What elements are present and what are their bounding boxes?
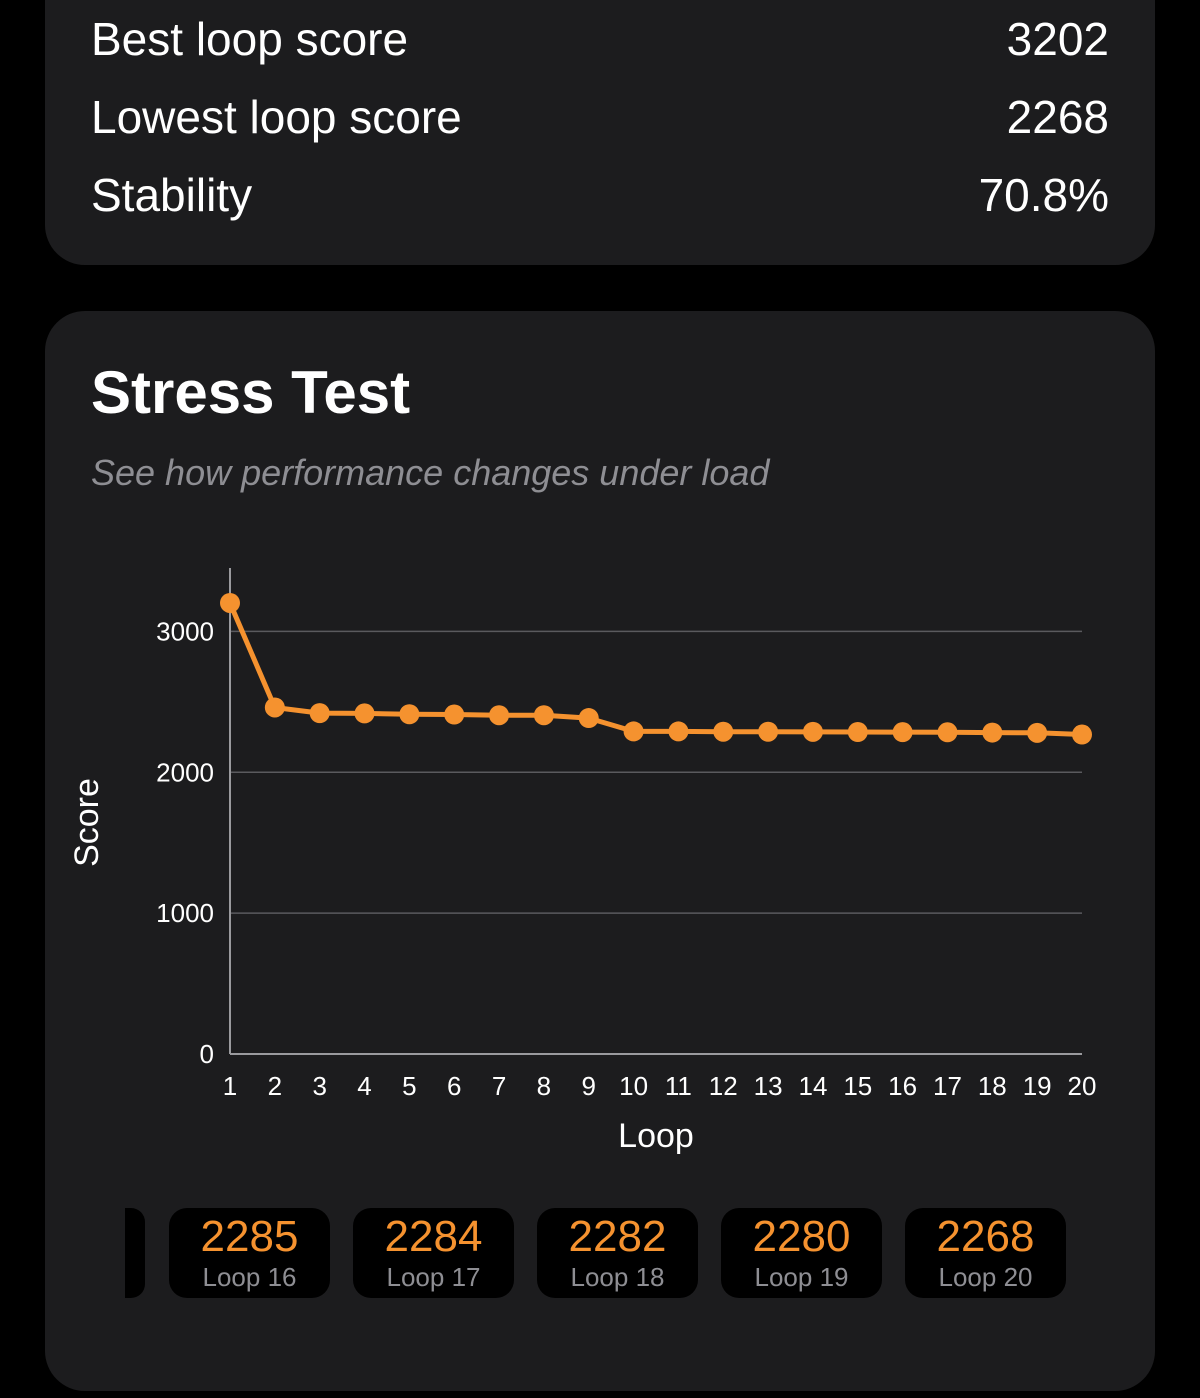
- loop-chip-label: Loop 17: [386, 1262, 481, 1292]
- x-tick-label: 3: [312, 1071, 326, 1101]
- x-tick-label: 17: [933, 1071, 962, 1101]
- stress-test-card: Stress Test See how performance changes …: [45, 311, 1155, 1391]
- data-point[interactable]: [892, 722, 913, 743]
- stress-test-title: Stress Test: [91, 359, 411, 426]
- data-point[interactable]: [533, 705, 554, 726]
- x-tick-label: 11: [665, 1071, 692, 1101]
- data-point[interactable]: [758, 721, 779, 742]
- data-point[interactable]: [489, 705, 510, 726]
- x-tick-label: 8: [537, 1071, 551, 1101]
- y-tick-label: 2000: [156, 757, 214, 787]
- loop-chip[interactable]: 2284 Loop 17: [353, 1208, 514, 1298]
- loop-chip-label: Loop 18: [570, 1262, 665, 1292]
- loop-chip-label: Loop 20: [938, 1262, 1033, 1292]
- y-axis-label: Score: [68, 778, 106, 867]
- data-point[interactable]: [444, 704, 465, 725]
- data-point[interactable]: [1027, 722, 1048, 743]
- data-point[interactable]: [354, 703, 375, 724]
- x-tick-label: 9: [582, 1071, 596, 1101]
- x-axis-label: Loop: [618, 1117, 694, 1155]
- x-tick-label: 15: [843, 1071, 872, 1101]
- y-tick-label: 1000: [156, 898, 214, 928]
- x-tick-label: 16: [888, 1071, 917, 1101]
- stress-chart: 0 1000 2000 3000 1 2 3 4 5 6 7 8 9 10 11 12 13 14 15 16 17 1…: [45, 551, 1155, 1171]
- stat-label: Stability: [91, 169, 253, 221]
- loop-chip-score: 2282: [568, 1212, 667, 1261]
- data-point[interactable]: [578, 708, 599, 729]
- loop-chip[interactable]: 2268 Loop 20: [905, 1208, 1066, 1298]
- data-point[interactable]: [623, 721, 644, 742]
- x-tick-label: 7: [492, 1071, 506, 1101]
- y-tick-label: 0: [200, 1039, 214, 1069]
- loop-chip-score: 2268: [936, 1212, 1035, 1261]
- x-tick-label: 19: [1023, 1071, 1052, 1101]
- stat-value: 70.8%: [978, 169, 1109, 221]
- stat-label: Lowest loop score: [91, 91, 462, 143]
- stat-label: Best loop score: [91, 13, 409, 65]
- loop-scores-strip[interactable]: 2285 Loop 16 2284 Loop 17 2282 Loop 18 2…: [45, 1208, 1155, 1298]
- summary-card: Best loop score 3202 Lowest loop score 2…: [45, 0, 1155, 265]
- data-point[interactable]: [937, 722, 958, 743]
- x-tick-label: 13: [754, 1071, 783, 1101]
- loop-chip-label: Loop 19: [754, 1262, 849, 1292]
- x-tick-label: 20: [1068, 1071, 1097, 1101]
- data-point[interactable]: [309, 703, 330, 724]
- loop-chip[interactable]: 2282 Loop 18: [537, 1208, 698, 1298]
- data-point[interactable]: [982, 722, 1003, 743]
- x-tick-label: 6: [447, 1071, 461, 1101]
- data-point[interactable]: [802, 721, 823, 742]
- loop-chip[interactable]: 2285 Loop 16: [169, 1208, 330, 1298]
- data-point[interactable]: [668, 721, 689, 742]
- x-tick-label: 4: [357, 1071, 371, 1101]
- x-tick-label: 14: [798, 1071, 827, 1101]
- data-point[interactable]: [847, 722, 868, 743]
- x-tick-label: 5: [402, 1071, 416, 1101]
- x-tick-label: 1: [223, 1071, 237, 1101]
- stat-row-best: Best loop score 3202: [91, 0, 1109, 78]
- loop-chip-score: 2285: [200, 1212, 299, 1261]
- stat-value: 3202: [1006, 13, 1109, 65]
- data-point[interactable]: [220, 592, 240, 613]
- data-point[interactable]: [713, 721, 734, 742]
- loop-chips: 2285 Loop 16 2284 Loop 17 2282 Loop 18 2…: [169, 1208, 1066, 1298]
- data-point[interactable]: [1072, 724, 1092, 745]
- data-point[interactable]: [399, 704, 420, 725]
- stat-row-lowest: Lowest loop score 2268: [91, 78, 1109, 156]
- loop-chip-score: 2280: [752, 1212, 851, 1261]
- loop-chip[interactable]: 2280 Loop 19: [721, 1208, 882, 1298]
- x-tick-label: 12: [709, 1071, 738, 1101]
- y-tick-label: 3000: [156, 616, 214, 646]
- loop-chip-label: Loop 16: [202, 1262, 297, 1292]
- loop-chip-partial[interactable]: [125, 1208, 145, 1298]
- stress-test-subtitle: See how performance changes under load: [91, 452, 770, 493]
- data-point[interactable]: [264, 697, 285, 718]
- loop-chip-score: 2284: [384, 1212, 483, 1261]
- x-tick-label: 18: [978, 1071, 1007, 1101]
- x-tick-label: 10: [619, 1071, 648, 1101]
- x-tick-label: 2: [268, 1071, 282, 1101]
- stat-row-stability: Stability 70.8%: [91, 156, 1109, 234]
- stat-value: 2268: [1006, 91, 1109, 143]
